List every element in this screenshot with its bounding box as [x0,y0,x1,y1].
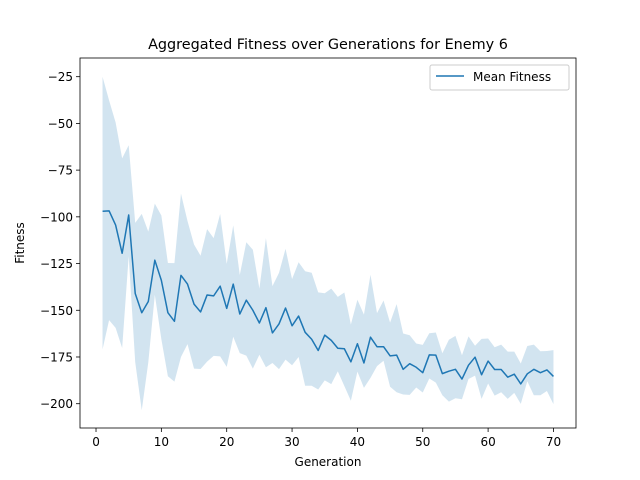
y-tick-label: −50 [48,117,73,131]
y-tick-label: −200 [40,397,73,411]
legend-label-mean-fitness: Mean Fitness [473,70,551,84]
y-tick-label: −125 [40,257,73,271]
y-tick-label: −25 [48,70,73,84]
plot-frame [79,57,577,429]
mean-fitness-line [102,210,554,385]
y-tick-label: −175 [40,350,73,364]
y-axis-ticks: −25 −50 −75 −100 −125 −150 −175 −200 [40,70,80,411]
x-tick-label: 60 [480,435,495,449]
y-tick-label: −150 [40,304,73,318]
legend: Mean Fitness [429,64,570,91]
x-tick-label: 0 [92,435,100,449]
spread-band [102,76,554,411]
x-tick-label: 40 [350,435,365,449]
x-axis-ticks: 0 10 20 30 40 50 60 70 [92,428,561,449]
plot-area [102,76,554,411]
legend-box [429,64,570,91]
x-tick-label: 50 [415,435,430,449]
x-axis-label: Generation [295,455,362,469]
y-tick-label: −100 [40,210,73,224]
x-tick-label: 20 [219,435,234,449]
y-tick-label: −75 [48,164,73,178]
y-axis-label: Fitness [13,222,27,264]
x-tick-label: 70 [546,435,561,449]
chart-title: Aggregated Fitness over Generations for … [148,37,508,53]
x-tick-label: 10 [154,435,169,449]
x-tick-label: 30 [284,435,299,449]
